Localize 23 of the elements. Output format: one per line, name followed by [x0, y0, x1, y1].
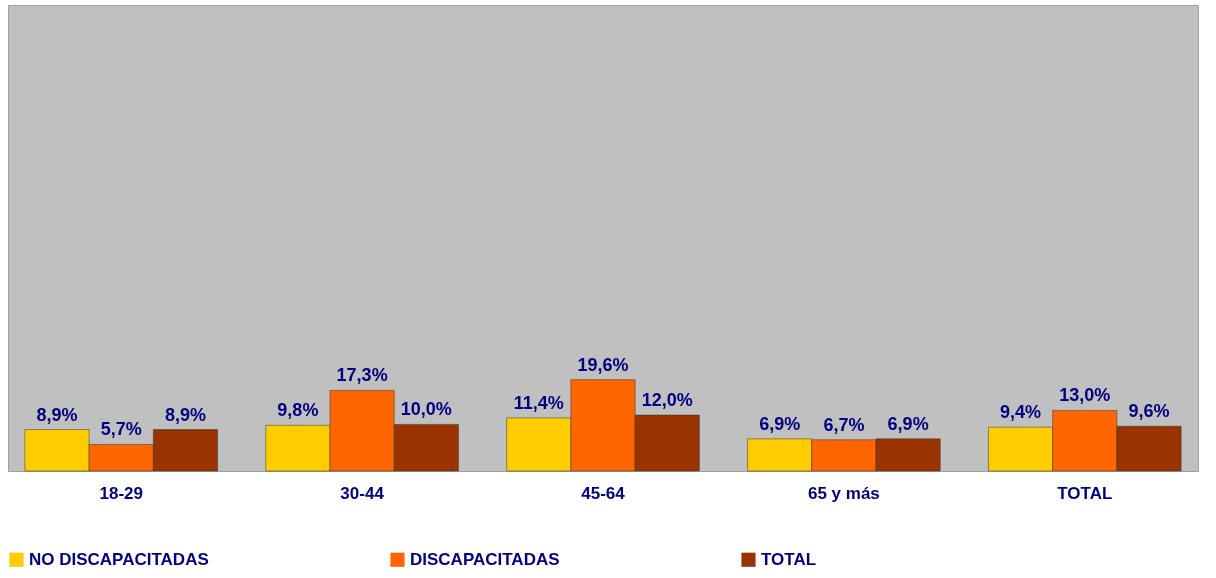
data-label: 6,7%: [823, 414, 865, 435]
data-label: 11,4%: [513, 392, 564, 413]
data-label: 12,0%: [641, 390, 693, 411]
x-tick-label: TOTAL: [1057, 483, 1113, 503]
data-label: 8,9%: [36, 404, 78, 425]
legend-label: DISCAPACITADAS: [410, 549, 560, 569]
data-label: 6,9%: [759, 413, 801, 434]
data-label: 13,0%: [1059, 385, 1111, 406]
legend-label: TOTAL: [761, 549, 817, 569]
data-label: 5,7%: [100, 419, 142, 440]
legend-label: NO DISCAPACITADAS: [29, 549, 209, 569]
data-label: 9,4%: [1000, 402, 1042, 423]
x-tick-label: 18-29: [99, 483, 143, 503]
x-tick-label: 65 y más: [807, 483, 880, 503]
data-label: 17,3%: [336, 365, 388, 386]
data-label: 8,9%: [164, 404, 206, 425]
data-label: 6,9%: [887, 413, 929, 434]
x-tick-label: 45-64: [581, 483, 626, 503]
data-label: 9,6%: [1128, 401, 1170, 422]
x-tick-label: 30-44: [340, 483, 385, 503]
data-label: 9,8%: [277, 400, 319, 421]
data-label: 10,0%: [400, 399, 452, 420]
data-label: 19,6%: [577, 354, 629, 375]
